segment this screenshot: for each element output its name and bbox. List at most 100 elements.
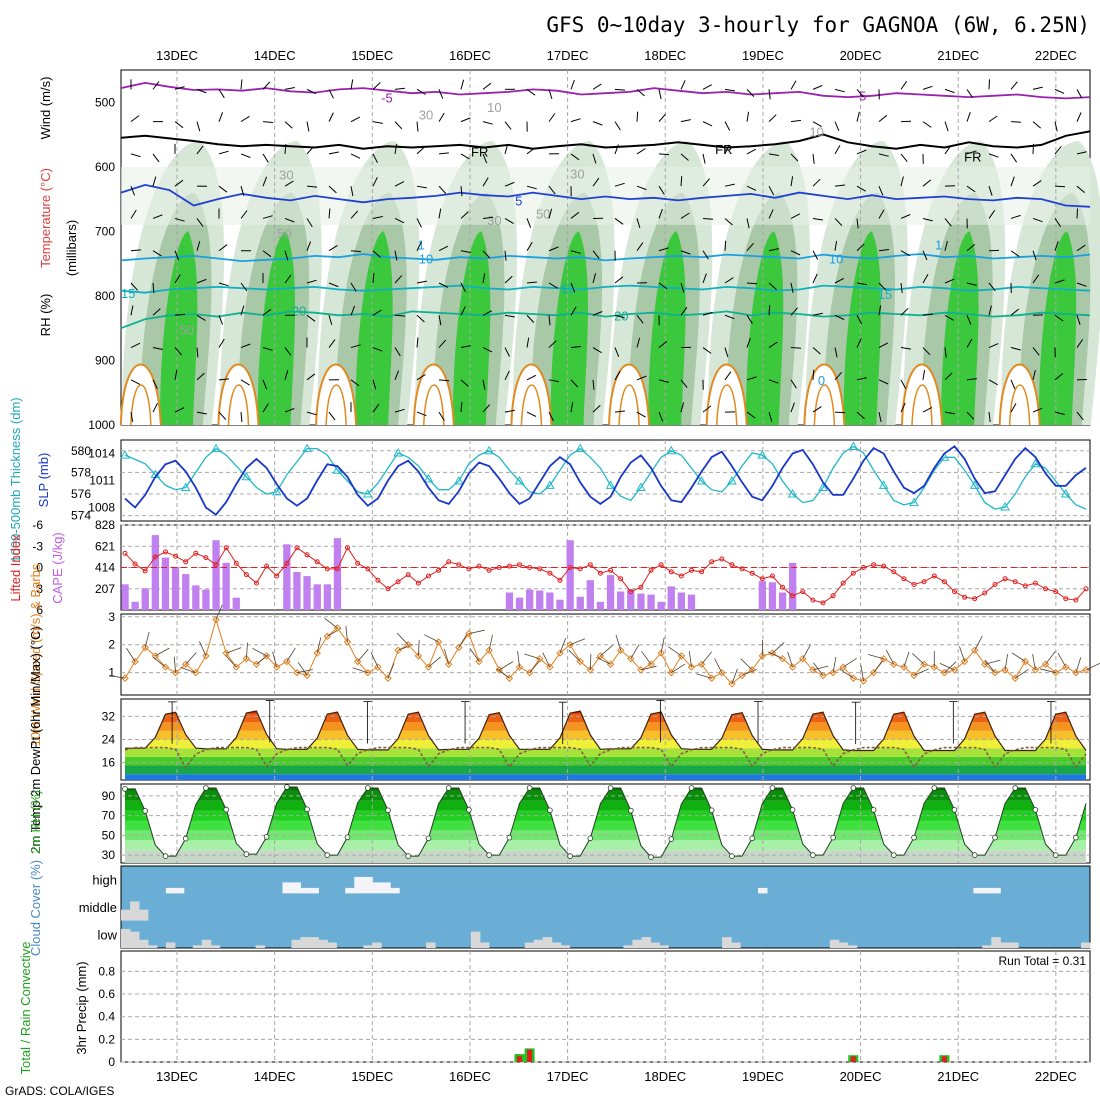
cloud-bar: [659, 945, 669, 948]
li-marker: [810, 597, 816, 603]
li-marker: [719, 556, 725, 562]
wind-barb: [988, 343, 999, 349]
wind-barb: [790, 282, 794, 293]
wind-barb: [702, 347, 712, 354]
wind-barb: [746, 242, 754, 252]
wind-barb: [482, 82, 492, 90]
wind-barb: [746, 282, 758, 285]
cape-bar: [202, 589, 210, 610]
top-date-label: 14DEC: [254, 48, 296, 63]
wind-barb: [394, 314, 406, 317]
wind-barb: [600, 645, 613, 657]
cape-bar: [546, 592, 554, 610]
wind-barb: [174, 407, 185, 413]
wind-barb: [790, 379, 797, 389]
wind-barb: [548, 185, 556, 195]
isotherm-surface: [715, 384, 738, 426]
top-date-label: 22DEC: [1035, 48, 1077, 63]
wind-barb: [1075, 657, 1082, 673]
cloud-bar: [381, 882, 391, 894]
li-marker: [365, 566, 371, 572]
wind-barb: [641, 651, 652, 665]
wind-barb: [460, 379, 469, 387]
li-marker: [163, 549, 168, 555]
wind-barb: [740, 658, 753, 671]
wind-barb: [218, 112, 224, 122]
wind-barb: [570, 118, 581, 123]
wind-barb: [1011, 652, 1026, 662]
wind-barb: [636, 411, 646, 418]
rh-marker: [911, 834, 917, 841]
thickness-marker: [120, 450, 130, 459]
wind-speed-marker: [819, 671, 827, 680]
wind-barb: [152, 402, 158, 413]
li-marker: [911, 582, 917, 587]
wind-barb: [394, 275, 403, 284]
wind-barb: [352, 667, 368, 674]
wind-barb: [372, 309, 382, 316]
wind-barb: [1076, 151, 1087, 155]
wind-barb: [589, 653, 592, 670]
thickness-tick-label: 580: [71, 444, 91, 458]
wind-barb: [592, 273, 597, 284]
li-tick-label: 0: [36, 561, 43, 575]
wind-barb: [1032, 217, 1043, 223]
wind-barb: [1076, 339, 1084, 348]
cloud-bar: [542, 937, 553, 948]
rh-tick-label: 50: [102, 828, 116, 842]
wind-barb: [1076, 315, 1081, 325]
wind-barb: [959, 646, 965, 662]
cape-li-panel: -6 -3 0 3 6 207 414 621 828: [32, 518, 1091, 617]
pressure-tick-label: 900: [95, 353, 115, 367]
wind-barb: [226, 647, 242, 654]
pressure-tick-label: 800: [95, 289, 115, 303]
wind-barb: [218, 338, 225, 348]
temp-band: [125, 756, 1086, 766]
pressure-tick-label: 600: [95, 160, 115, 174]
li-marker: [638, 584, 644, 590]
wind-barb: [357, 649, 369, 662]
rh-marker: [890, 852, 897, 858]
isotherm-label: 30: [570, 166, 584, 181]
isotherm-surface: [217, 363, 260, 426]
wind-barb: [1032, 86, 1043, 90]
isotherm-label: -5: [381, 90, 393, 105]
wind-barb: [394, 218, 405, 224]
li-marker: [618, 576, 624, 582]
wind-barb: [1032, 369, 1036, 380]
wind-barb: [394, 121, 403, 130]
wind-speed-marker: [232, 663, 240, 671]
wind-speed-marker: [991, 668, 999, 677]
thickness-marker: [302, 443, 312, 453]
isotherm-label: 5: [515, 194, 522, 209]
run-total-text: Run Total = 0.31: [998, 954, 1086, 968]
top-date-label: 20DEC: [840, 48, 882, 63]
wind-barb: [396, 632, 409, 645]
isotherm-line: [120, 284, 1091, 294]
wind-barb: [658, 185, 665, 195]
rh-marker: [223, 806, 230, 813]
li-marker: [506, 563, 512, 569]
wind-barb: [944, 145, 952, 155]
wind-speed-marker: [455, 643, 463, 652]
wind-barb: [262, 308, 272, 316]
wind-barb: [1010, 308, 1020, 316]
wind-barb: [199, 641, 207, 657]
wind-barb: [438, 339, 447, 348]
cloud-bar: [1009, 942, 1019, 948]
wind-barb: [614, 347, 620, 357]
cape-bar: [617, 591, 625, 610]
cloud-axis-label: Cloud Cover (%): [28, 860, 43, 956]
li-marker: [861, 565, 866, 570]
wind-speed-marker: [313, 649, 321, 657]
cloud-bar: [300, 887, 310, 894]
cape-bar: [586, 580, 594, 610]
isotherm-surface: [412, 363, 455, 426]
wind-barb: [944, 314, 954, 321]
cape-bar: [303, 576, 311, 610]
wind-barb: [482, 177, 489, 187]
wind-barb: [372, 82, 381, 90]
li-marker: [415, 580, 421, 586]
wind-barb: [196, 347, 199, 358]
cloud-bar: [121, 928, 131, 948]
